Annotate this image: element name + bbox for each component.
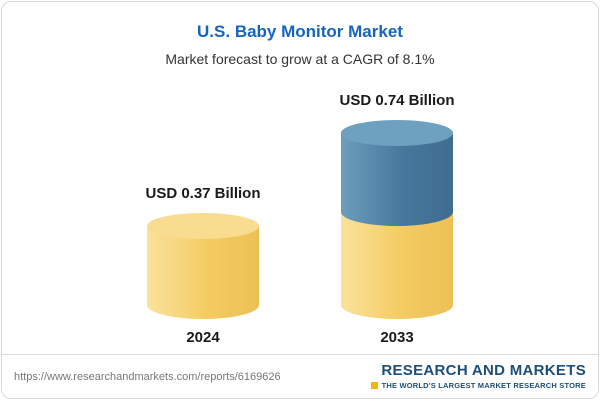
logo-tagline: THE WORLD'S LARGEST MARKET RESEARCH STOR… — [381, 381, 586, 391]
bar-2033-value-label: USD 0.74 Billion — [339, 92, 455, 109]
footer: https://www.researchandmarkets.com/repor… — [2, 354, 598, 398]
bar-2024-value-label: USD 0.37 Billion — [145, 185, 261, 202]
bar-2033-segment-base — [341, 212, 453, 319]
bar-2024-cylinder — [147, 213, 259, 319]
bar-2033-category-label: 2033 — [380, 329, 414, 346]
bar-2024-top-cap — [147, 213, 259, 239]
research-and-markets-logo: RESEARCH AND MARKETS THE WORLD'S LARGEST… — [370, 361, 586, 391]
bar-2024-category-label: 2024 — [186, 329, 220, 346]
bar-column-2024: USD 0.37 Billion 2024 — [128, 185, 278, 346]
bar-2033-segment-growth — [341, 120, 453, 226]
chart-area: USD 0.37 Billion 2024 USD 0.74 Billion 2… — [2, 92, 598, 346]
chart-subtitle: Market forecast to grow at a CAGR of 8.1… — [165, 51, 435, 67]
logo-name: RESEARCH AND MARKETS — [381, 361, 586, 379]
logo-gold-square-icon — [370, 382, 378, 390]
bar-2033-cylinder — [341, 120, 453, 319]
bar-2033-top-cap — [341, 120, 453, 146]
chart-title: U.S. Baby Monitor Market — [197, 22, 403, 41]
bar-2024-segment-base — [147, 213, 259, 319]
report-url: https://www.researchandmarkets.com/repor… — [14, 370, 281, 383]
bar-column-2033: USD 0.74 Billion 2033 — [322, 92, 472, 346]
